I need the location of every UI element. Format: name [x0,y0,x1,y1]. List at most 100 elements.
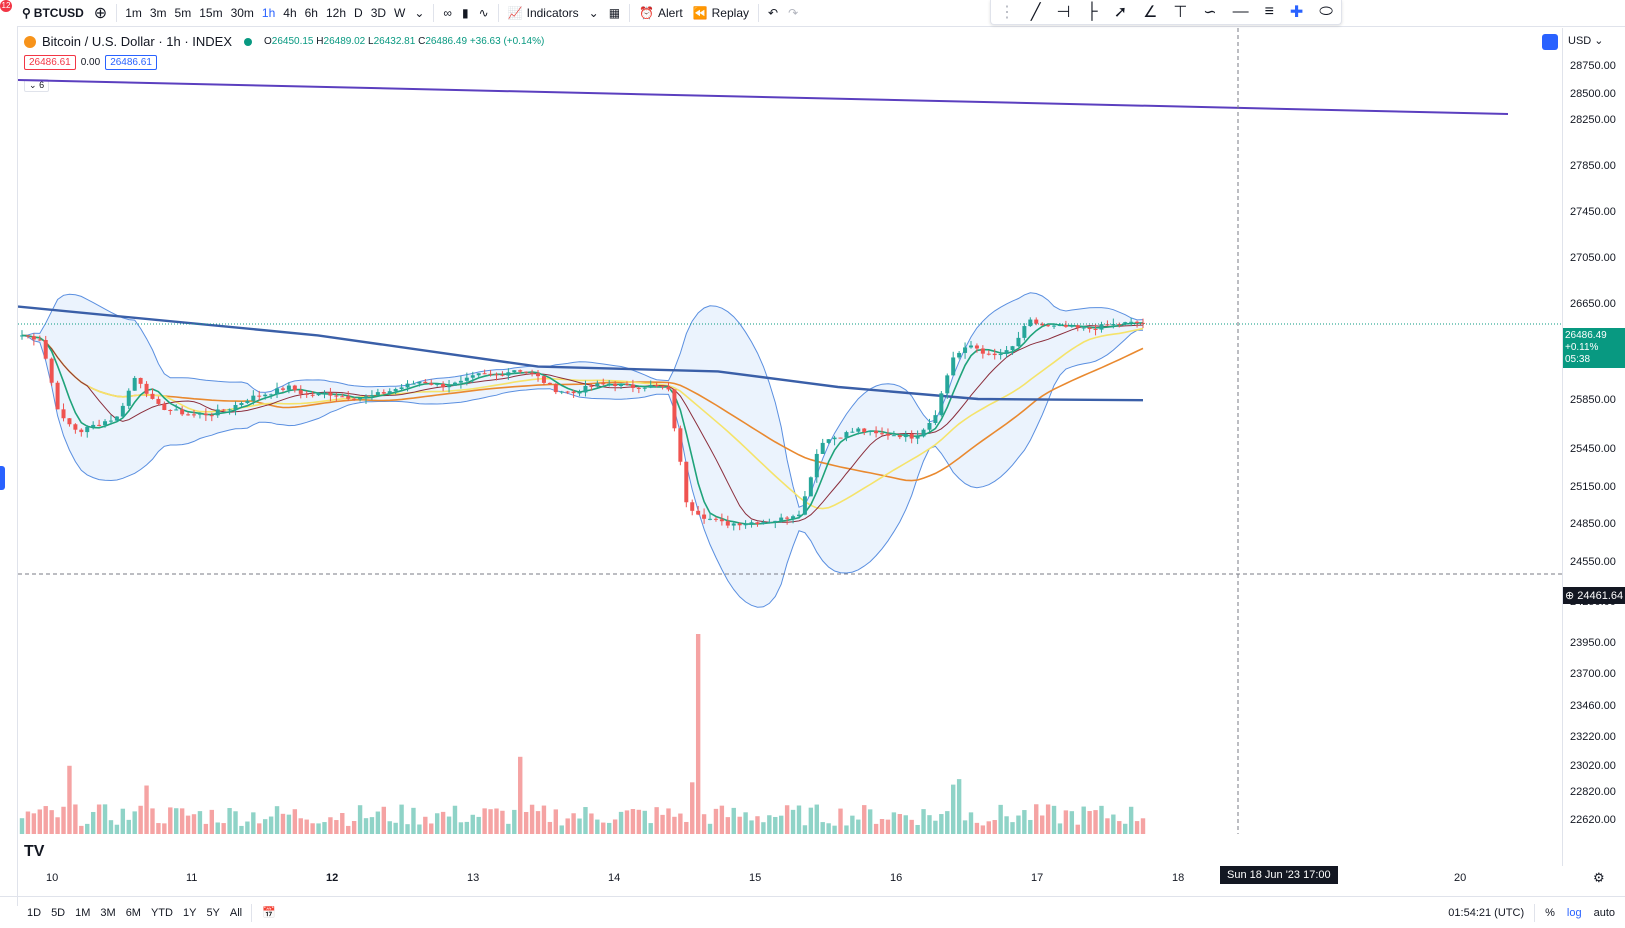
horizontal-ray-icon[interactable]: ⊣ [1056,4,1071,21]
currency-selector[interactable]: USD ⌄ [1568,34,1604,47]
volume-bar [1022,810,1027,834]
volume-bar [316,823,321,834]
interval-1h[interactable]: 1h [261,6,276,20]
curve-icon[interactable]: ∽ [1203,4,1217,21]
volume-bar [1081,806,1086,834]
replay-button[interactable]: ⏪ Replay [688,2,754,24]
crosshair-price: 24461.64 [1577,590,1624,602]
symbol-title[interactable]: Bitcoin / U.S. Dollar · 1h · INDEX [42,34,232,49]
interval-4h[interactable]: 4h [283,6,297,20]
range-5d[interactable]: 5D [51,906,66,919]
candle-body [292,385,297,391]
candle-body [221,409,226,411]
horizontal-line-icon[interactable]: — [1232,3,1249,20]
log-toggle[interactable]: log [1566,906,1582,919]
drag-handle-icon[interactable]: ⋮ [998,4,1015,21]
plus-icon[interactable]: ⊕ [1565,590,1575,602]
tradingview-logo[interactable]: TV [24,843,45,860]
candle-body [405,383,410,388]
volume-bar [150,808,155,834]
range-6m[interactable]: 6M [125,906,141,919]
shape-icon[interactable]: ⬭ [1319,3,1333,20]
sell-price-button[interactable]: 26486.61 [24,55,76,70]
candle-body [672,389,677,429]
interval-w[interactable]: W [394,6,406,20]
symbol-search[interactable]: ⚲ BTCUSD [0,2,89,24]
interval-15m[interactable]: 15m [199,6,223,20]
percent-toggle[interactable]: % [1545,906,1555,919]
text-cursor-icon[interactable]: ⊤ [1173,4,1188,21]
candle-body [1141,322,1145,324]
candle-body [951,357,956,376]
volume-bar [1045,804,1051,834]
price-chart[interactable] [18,28,1562,866]
rail-active-tool[interactable] [0,466,5,490]
volume-bar [790,809,796,834]
interval-5m[interactable]: 5m [174,6,192,20]
interval-12h[interactable]: 12h [325,6,347,20]
bottom-toolbar: 1D 5D 1M 3M 6M YTD 1Y 5Y All 📅 01:54:21 (UTC) % … [0,896,1625,928]
candle-body [108,420,113,422]
crosshair-icon[interactable]: ✚ [1289,4,1304,21]
interval-6h[interactable]: 6h [304,6,318,20]
line-style-icon[interactable]: ∿ [478,6,489,20]
redo-icon[interactable]: ↷ [788,6,799,20]
add-symbol-button[interactable]: ⊕ [93,5,108,22]
range-5y[interactable]: 5Y [206,906,220,919]
layout-grid-icon[interactable]: ▦ [608,6,621,20]
candle-style-icon[interactable]: ▮ [461,6,469,20]
candle-body [340,396,345,398]
buy-price-button[interactable]: 26486.61 [105,55,157,70]
volume-bar [328,817,333,834]
candle-body [500,374,505,376]
interval-30m[interactable]: 30m [230,6,254,20]
candle-body [275,388,280,395]
candle-body [470,375,475,378]
volume-bar [571,813,576,834]
candle-body [156,398,161,404]
alert-button[interactable]: ⏰ Alert [634,2,688,24]
volume-bar [719,805,725,834]
range-3m[interactable]: 3M [100,906,116,919]
time-tick-label: 15 [749,872,762,884]
volume-bar [1117,821,1122,834]
settings-gear-icon[interactable]: ⚙ [1593,870,1605,885]
angle-icon[interactable]: ∠ [1143,4,1158,21]
candle-body [660,385,665,387]
candle-body [713,518,718,520]
candle-body [577,392,582,394]
volume-bar [423,816,428,834]
bar-style-icon[interactable]: ∞ [443,6,452,20]
trend-line-icon[interactable]: ╱ [1030,4,1041,21]
price-axis[interactable] [1562,28,1625,866]
sync-icon[interactable] [1542,34,1558,50]
indicators-dropdown-icon[interactable]: ⌄ [588,6,599,20]
date-range-icon[interactable]: ├ [1086,3,1098,20]
range-ytd[interactable]: YTD [150,906,173,919]
calendar-icon[interactable]: 📅 [262,907,276,919]
volume-bar [351,820,357,834]
undo-icon[interactable]: ↶ [768,6,779,20]
candle-body [874,430,879,434]
interval-d[interactable]: D [354,6,363,20]
utc-clock[interactable]: 01:54:21 (UTC) [1448,906,1525,919]
candle-body [963,347,968,353]
indicators-button[interactable]: 📈 Indicators [503,2,584,24]
candle-body [832,437,837,440]
candle-body [690,502,695,511]
candle-body [885,433,890,436]
range-1d[interactable]: 1D [27,906,42,919]
interval-3m[interactable]: 3m [149,6,167,20]
candle-body [1123,322,1128,325]
range-1m[interactable]: 1M [75,906,91,919]
range-1y[interactable]: 1Y [182,906,197,919]
notification-badge[interactable]: 12 [0,0,12,12]
interval-1m[interactable]: 1m [125,6,142,20]
volume-bar [897,814,903,834]
arrow-icon[interactable]: ➚ [1113,4,1128,21]
range-all[interactable]: All [229,906,243,919]
interval-3d[interactable]: 3D [370,6,387,20]
auto-toggle[interactable]: auto [1593,906,1615,919]
parallel-channel-icon[interactable]: ≡ [1264,3,1274,20]
interval-dropdown-chevron-icon[interactable]: ⌄ [414,6,425,20]
